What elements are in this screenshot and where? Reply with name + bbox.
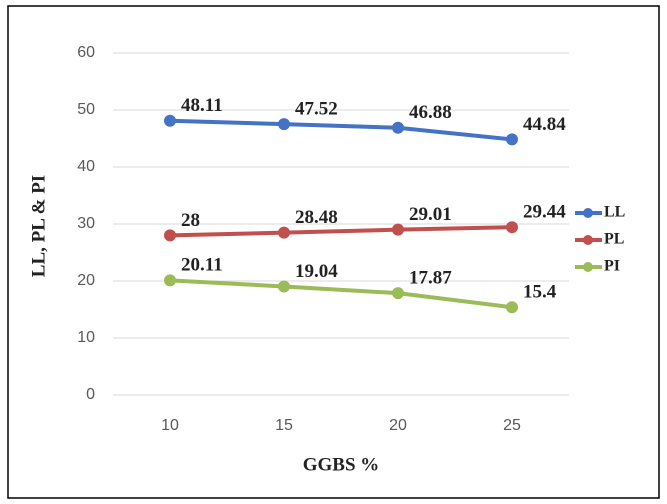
data-label: 17.87 bbox=[409, 268, 452, 289]
data-point bbox=[506, 301, 518, 314]
x-tick-label: 10 bbox=[161, 417, 179, 434]
data-label: 29.44 bbox=[523, 202, 566, 223]
data-point bbox=[506, 221, 518, 234]
legend-marker bbox=[583, 262, 593, 272]
data-label: 19.04 bbox=[295, 261, 338, 282]
data-point bbox=[278, 118, 290, 131]
x-axis-label: GGBS % bbox=[303, 454, 380, 475]
x-tick-label: 20 bbox=[389, 417, 407, 434]
data-label: 46.88 bbox=[409, 102, 452, 123]
data-label: 29.01 bbox=[409, 204, 452, 225]
data-point bbox=[278, 280, 290, 293]
chart-frame bbox=[7, 5, 660, 499]
data-point bbox=[392, 287, 404, 300]
y-tick-label: 20 bbox=[77, 272, 95, 289]
data-label: 44.84 bbox=[523, 114, 566, 135]
legend-marker bbox=[583, 208, 593, 218]
data-point bbox=[392, 121, 404, 134]
series-line bbox=[169, 278, 513, 310]
y-tick-label: 30 bbox=[77, 215, 95, 232]
x-tick-label: 15 bbox=[275, 417, 293, 434]
data-label: 15.4 bbox=[523, 282, 557, 303]
y-axis-label: LL, PL & PI bbox=[28, 175, 49, 277]
y-tick-label: 60 bbox=[77, 44, 95, 61]
legend-label: PI bbox=[604, 258, 620, 275]
data-point bbox=[164, 229, 176, 242]
legend-label: PL bbox=[604, 231, 624, 248]
y-tick-label: 10 bbox=[77, 329, 95, 346]
data-point bbox=[278, 226, 290, 239]
legend-label: LL bbox=[604, 204, 625, 221]
data-point bbox=[506, 133, 518, 146]
x-tick-label: 25 bbox=[503, 417, 521, 434]
series-line bbox=[169, 118, 513, 142]
series-line bbox=[169, 225, 513, 238]
data-point bbox=[164, 274, 176, 287]
data-label: 47.52 bbox=[295, 98, 338, 119]
legend-marker bbox=[583, 235, 593, 245]
data-label: 48.11 bbox=[181, 95, 223, 116]
data-point bbox=[164, 114, 176, 127]
y-tick-label: 0 bbox=[86, 386, 95, 403]
data-point bbox=[392, 223, 404, 236]
y-tick-label: 50 bbox=[77, 101, 95, 118]
y-tick-label: 40 bbox=[77, 158, 95, 175]
data-label: 28.48 bbox=[295, 207, 338, 228]
data-label: 20.11 bbox=[181, 255, 223, 276]
data-label: 28 bbox=[181, 210, 200, 231]
